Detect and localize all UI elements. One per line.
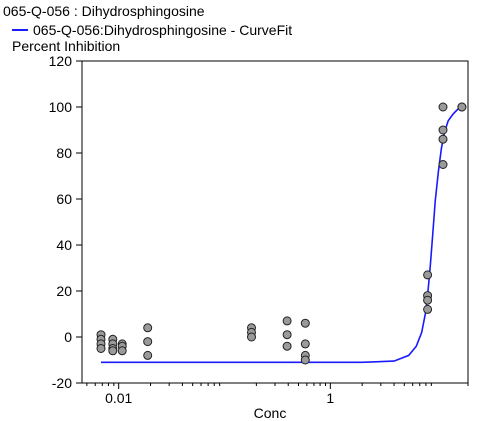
data-points bbox=[96, 102, 467, 365]
chart-title: 065-Q-056 : Dihydrosphingosine bbox=[3, 3, 205, 19]
data-point-12 bbox=[143, 337, 153, 347]
data-point-23 bbox=[300, 355, 310, 365]
data-point-3 bbox=[96, 344, 106, 353]
data-point-31 bbox=[438, 160, 448, 169]
data-point-28 bbox=[438, 102, 448, 112]
y-tick-label: 80 bbox=[56, 145, 72, 161]
curve-fit-line bbox=[101, 106, 463, 364]
y-tick-label: -20 bbox=[52, 375, 72, 391]
data-point-33 bbox=[457, 102, 467, 112]
data-point-13 bbox=[143, 350, 153, 360]
x-axis-label: Conc bbox=[254, 405, 287, 421]
data-point-17 bbox=[282, 316, 292, 326]
y-tick-label: 60 bbox=[56, 191, 72, 207]
data-point-29 bbox=[438, 125, 448, 135]
data-point-27 bbox=[423, 304, 433, 314]
data-point-20 bbox=[300, 318, 310, 328]
x-axis: 0.01 1 bbox=[86, 383, 469, 406]
data-point-19 bbox=[282, 341, 292, 351]
y-axis: -20 0 20 40 60 80 100 120 bbox=[49, 53, 82, 391]
y-tick-label: 20 bbox=[56, 283, 72, 299]
y-axis-label: Percent Inhibition bbox=[12, 38, 120, 54]
data-point-7 bbox=[108, 346, 118, 356]
data-point-10 bbox=[117, 346, 127, 356]
y-tick-label: 120 bbox=[49, 53, 73, 69]
data-point-18 bbox=[282, 330, 292, 340]
y-tick-label: 100 bbox=[49, 99, 73, 115]
data-point-26 bbox=[423, 295, 433, 305]
data-point-16 bbox=[247, 332, 256, 342]
x-tick-label: 1 bbox=[326, 390, 334, 406]
plot-frame bbox=[81, 60, 469, 384]
data-point-30 bbox=[438, 134, 448, 144]
data-point-21 bbox=[300, 339, 310, 349]
y-tick-label: 0 bbox=[64, 329, 72, 345]
data-point-24 bbox=[423, 270, 433, 280]
legend-curve-label: 065-Q-056:Dihydrosphingosine - CurveFit bbox=[33, 22, 292, 38]
data-point-11 bbox=[143, 323, 153, 333]
y-tick-label: 40 bbox=[56, 237, 72, 253]
x-tick-label: 0.01 bbox=[105, 390, 132, 406]
